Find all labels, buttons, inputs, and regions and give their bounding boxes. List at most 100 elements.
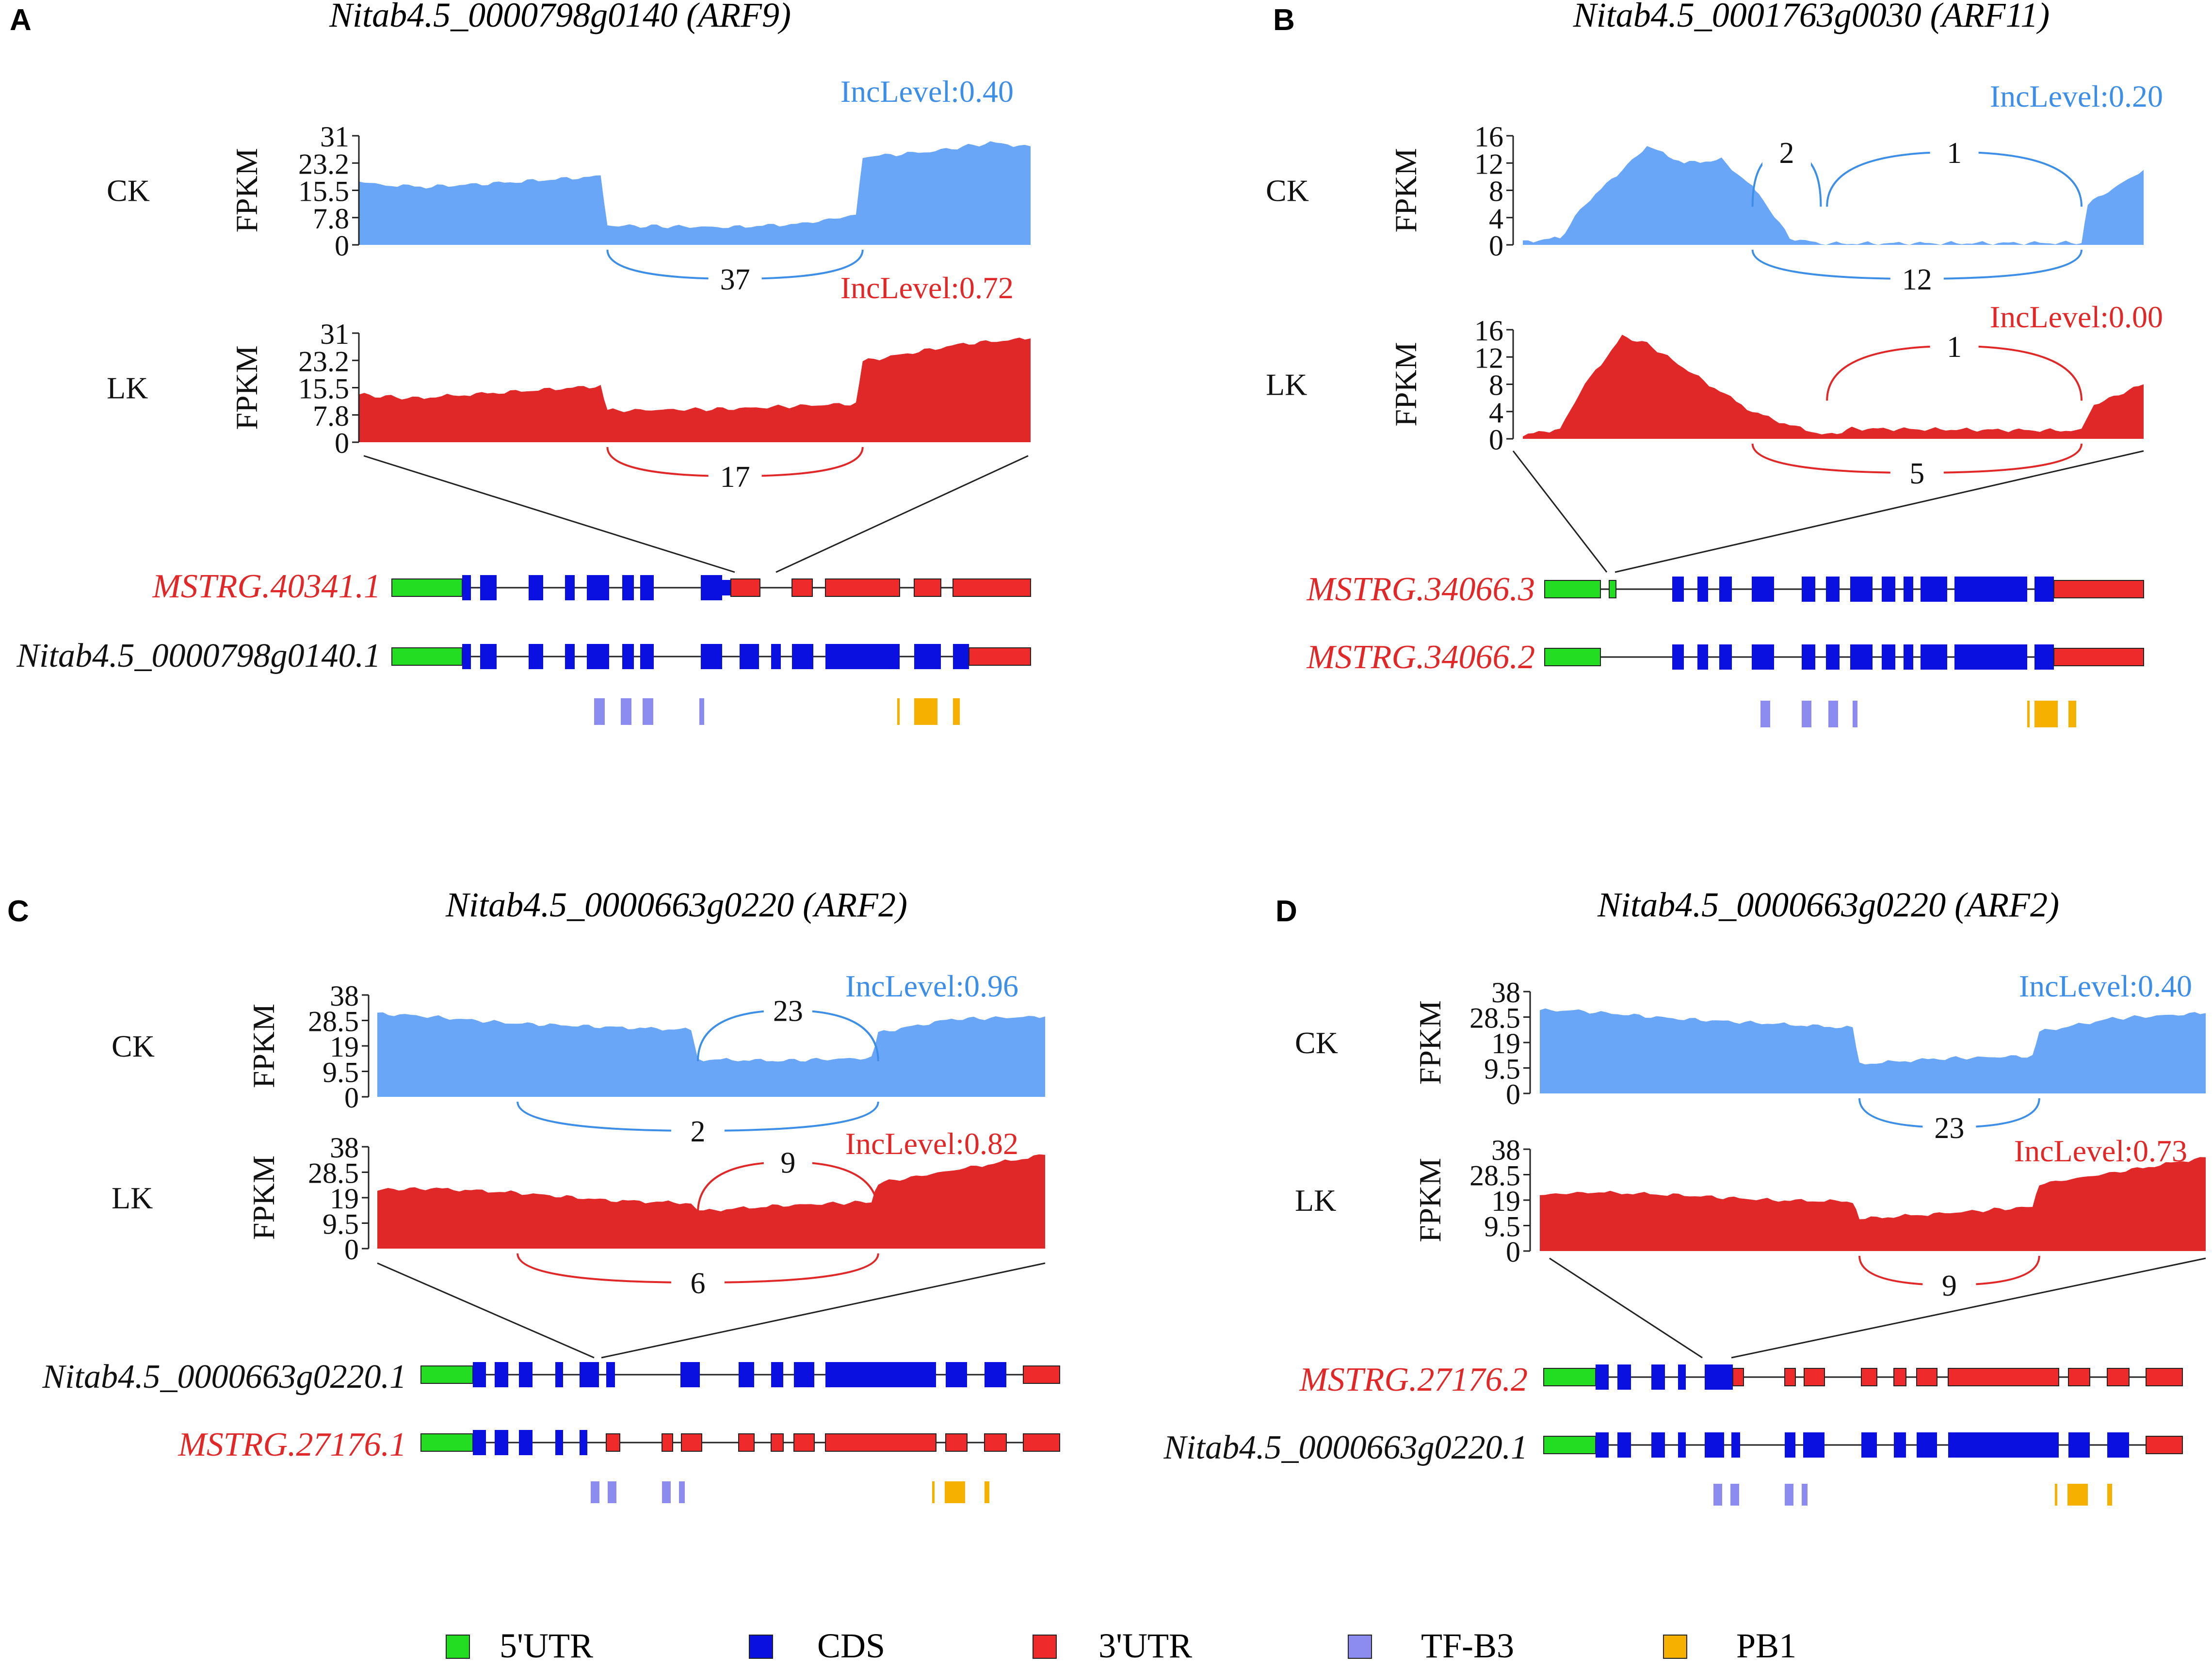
- zoom-line-left: [1549, 1257, 1703, 1359]
- condition-label: CK: [107, 174, 150, 208]
- transcript-a1-model: [391, 575, 1031, 600]
- inclevel-label: IncLevel:0.96: [845, 969, 1018, 1003]
- y-tick-label: 28.5: [1469, 1002, 1520, 1034]
- pb1-mark: [2067, 1484, 2088, 1506]
- condition-label: CK: [112, 1029, 155, 1063]
- legend: 5'UTR CDS 3'UTR TF-B3 PB1: [446, 1626, 1796, 1665]
- y-tick-label: 12: [1474, 148, 1503, 180]
- legend-swatch-cds: [749, 1635, 773, 1659]
- legend-label-pb1: PB1: [1736, 1626, 1796, 1665]
- tfb3-mark: [1730, 1484, 1739, 1506]
- y-axis-label: FPKM: [246, 1004, 281, 1088]
- pb1-mark: [932, 1481, 935, 1503]
- legend-item-pb1: PB1: [1663, 1626, 1796, 1665]
- y-tick-label: 7.8: [313, 400, 349, 432]
- panel-a-title: Nitab4.5_0000798g0140 (ARF9): [329, 0, 791, 34]
- transcript-d1-name: MSTRG.27176.2: [1299, 1361, 1528, 1398]
- zoom-line-right: [1615, 450, 2144, 573]
- transcript-b2-name: MSTRG.34066.2: [1306, 639, 1535, 676]
- zoom-line-right: [1731, 1257, 2206, 1359]
- junction-label-bg: [1922, 1108, 1976, 1147]
- tfb3-mark: [594, 698, 605, 725]
- legend-item-tfb3: TF-B3: [1348, 1626, 1514, 1665]
- inclevel-label: IncLevel:0.40: [840, 74, 1014, 109]
- condition-label: LK: [1295, 1183, 1336, 1218]
- tfb3-mark: [1760, 701, 1770, 727]
- transcript-c2-model: [420, 1430, 1060, 1455]
- y-tick-label: 16: [1474, 121, 1503, 153]
- inclevel-label: IncLevel:0.40: [2019, 969, 2192, 1003]
- condition-label: LK: [107, 371, 148, 405]
- junction-label-bg: [708, 259, 762, 298]
- transcript-b1-name: MSTRG.34066.3: [1306, 571, 1535, 608]
- y-tick-label: 0: [1506, 1236, 1520, 1268]
- y-axis-label: FPKM: [1389, 148, 1423, 232]
- panel-a: A Nitab4.5_0000798g0140 (ARF9) 07.815.52…: [10, 0, 1031, 725]
- panel-d: D Nitab4.5_0000663g0220 (ARF2) 09.51928.…: [1163, 885, 2206, 1506]
- panel-b: B Nitab4.5_0001763g0030 (ARF11) 0481216F…: [1266, 0, 2163, 727]
- junction-count: 1: [1947, 331, 1962, 364]
- condition-label: LK: [112, 1181, 153, 1215]
- junction-count: 17: [720, 461, 750, 494]
- coverage-area-lk: [359, 337, 1031, 442]
- y-tick-label: 19: [1491, 1185, 1520, 1217]
- legend-item-utr5: 5'UTR: [446, 1626, 593, 1665]
- pb1-mark: [914, 698, 937, 725]
- y-tick-label: 28.5: [308, 1006, 359, 1038]
- tfb3-mark: [1853, 701, 1857, 727]
- legend-swatch-tfb3: [1348, 1635, 1372, 1659]
- pb1-mark: [945, 1481, 965, 1503]
- legend-item-utr3: 3'UTR: [1033, 1626, 1192, 1665]
- junction-count: 12: [1902, 263, 1932, 296]
- y-tick-label: 15.5: [298, 176, 349, 208]
- coverage-area-lk: [377, 1154, 1045, 1249]
- junction-count: 2: [690, 1115, 705, 1148]
- y-tick-label: 0: [1489, 230, 1503, 262]
- domain-marks-d: [1713, 1484, 2112, 1506]
- inclevel-label: IncLevel:0.20: [1990, 79, 2163, 113]
- junction-label-bg: [763, 991, 812, 1030]
- inclevel-label: IncLevel:0.00: [1990, 300, 2163, 334]
- tfb3-mark: [1713, 1484, 1722, 1506]
- transcript-b2-model: [1544, 644, 2144, 670]
- panel-b-title: Nitab4.5_0001763g0030 (ARF11): [1573, 0, 2050, 34]
- junction-count: 1: [1947, 137, 1962, 170]
- tfb3-mark: [1785, 1484, 1793, 1506]
- panel-label-b: B: [1273, 3, 1295, 37]
- y-tick-label: 9.5: [323, 1208, 359, 1240]
- pb1-mark: [2055, 1484, 2057, 1506]
- y-tick-label: 19: [330, 1031, 359, 1063]
- transcript-a2-model: [391, 644, 1031, 669]
- domain-marks-c: [591, 1481, 989, 1503]
- pb1-mark: [953, 698, 960, 725]
- y-axis-label: FPKM: [246, 1155, 281, 1240]
- panel-c: C Nitab4.5_0000663g0220 (ARF2) 09.51928.…: [7, 885, 1060, 1503]
- junction-count: 37: [720, 263, 750, 296]
- y-tick-label: 7.8: [313, 203, 349, 235]
- y-tick-label: 9.5: [1484, 1211, 1520, 1243]
- legend-label-utr3: 3'UTR: [1098, 1626, 1192, 1665]
- y-tick-label: 38: [330, 980, 359, 1012]
- transcript-c1-name: Nitab4.5_0000663g0220.1: [42, 1358, 406, 1396]
- tfb3-mark: [662, 1481, 671, 1503]
- legend-swatch-utr3: [1033, 1635, 1057, 1659]
- transcript-a1-name: MSTRG.40341.1: [152, 568, 381, 605]
- tfb3-mark: [621, 698, 631, 725]
- junction-count: 23: [1934, 1112, 1964, 1145]
- track-a-ck: 07.815.523.231 FPKM CK IncLevel:0.40 37: [107, 74, 1031, 298]
- pb1-mark: [985, 1481, 989, 1503]
- junction-count: 2: [1779, 137, 1794, 170]
- domain-marks-a: [594, 698, 960, 725]
- panel-label-d: D: [1276, 895, 1297, 928]
- y-tick-label: 19: [330, 1183, 359, 1215]
- pb1-mark: [897, 698, 900, 725]
- junction-count: 9: [1942, 1269, 1957, 1302]
- y-tick-label: 15.5: [298, 373, 349, 405]
- transcript-b1-model: [1544, 577, 2144, 602]
- tfb3-mark: [608, 1481, 616, 1503]
- transcript-d2-name: Nitab4.5_0000663g0220.1: [1163, 1429, 1528, 1466]
